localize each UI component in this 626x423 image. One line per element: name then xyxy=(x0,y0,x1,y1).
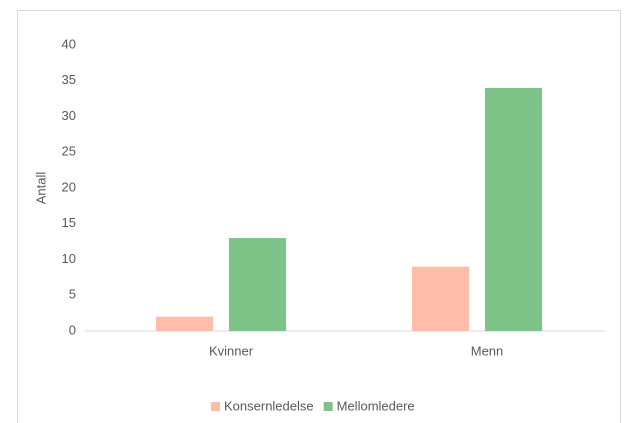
y-tick-label: 30 xyxy=(62,108,76,123)
y-tick-label: 20 xyxy=(62,179,76,194)
bar xyxy=(229,238,286,331)
y-tick-label: 15 xyxy=(62,215,76,230)
y-tick-label: 25 xyxy=(62,144,76,159)
y-tick-label: 5 xyxy=(69,287,76,302)
bar xyxy=(156,316,213,331)
bar xyxy=(485,87,542,332)
y-tick-label: 35 xyxy=(62,72,76,87)
legend-swatch xyxy=(211,402,220,411)
y-tick-label: 40 xyxy=(62,36,76,51)
x-tick-label: Kvinner xyxy=(209,343,254,358)
legend-label: Mellomledere xyxy=(337,398,415,413)
bar xyxy=(412,266,469,331)
y-tick-label: 10 xyxy=(62,251,76,266)
y-tick-label: 0 xyxy=(69,322,76,337)
legend-swatch xyxy=(323,402,333,411)
y-axis-label: Antall xyxy=(33,172,48,205)
legend-label: Konsernledelse xyxy=(224,398,314,413)
x-tick-label: Menn xyxy=(471,343,504,358)
